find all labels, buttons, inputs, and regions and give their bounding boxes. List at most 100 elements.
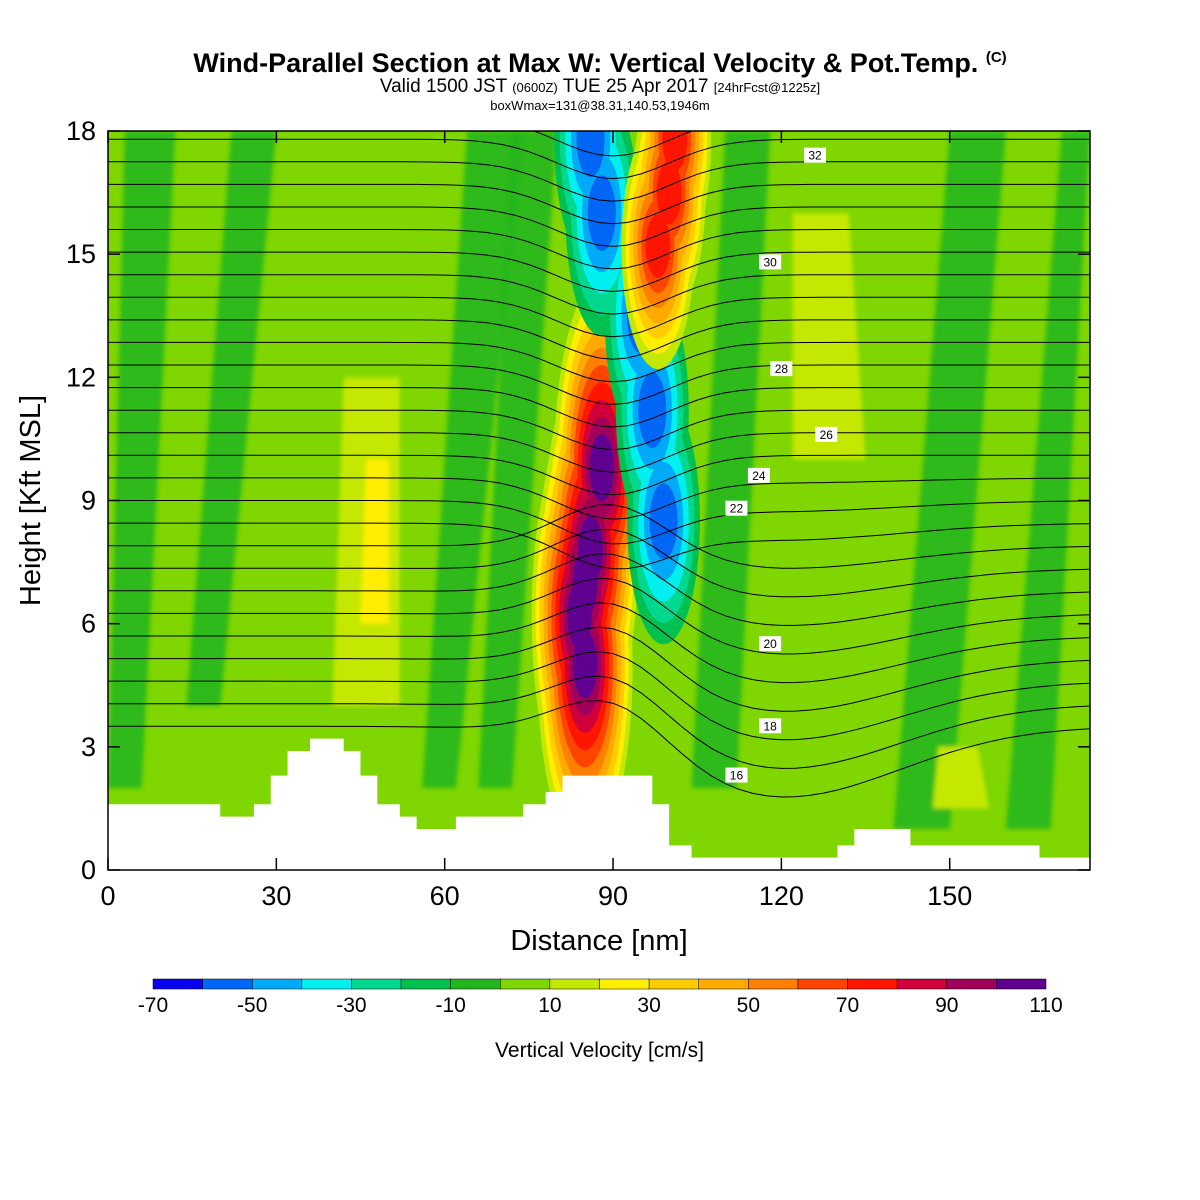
colorbar-swatch	[549, 978, 600, 990]
isentrope-label-box	[759, 254, 782, 270]
x-tick-label: 30	[261, 881, 291, 911]
x-tick-label: 60	[430, 881, 460, 911]
colorbar-title: Vertical Velocity [cm/s]	[495, 1039, 704, 1062]
series-mark	[589, 433, 615, 502]
isentrope-label: 28	[775, 362, 789, 376]
isentrope-line	[108, 161, 1090, 202]
series-mark	[587, 175, 616, 251]
isentrope-line	[108, 138, 1090, 180]
isentrope-label: 26	[820, 428, 834, 442]
series-upper-updraft	[621, 131, 712, 370]
isentrope-line	[108, 183, 1090, 225]
colorbar-tick-label: 110	[1029, 994, 1062, 1017]
colorbar-swatch	[202, 978, 253, 990]
y-tick-label: 12	[66, 362, 96, 392]
colorbar-swatch	[351, 978, 402, 990]
isentrope-line	[532, 131, 694, 157]
colorbar-swatch	[400, 978, 451, 990]
series-mark	[576, 131, 605, 177]
isentrope-label-box	[747, 467, 770, 483]
isentrope-label-box	[770, 361, 793, 377]
series-mark	[649, 483, 678, 559]
isentrope-line	[108, 602, 1090, 684]
isentrope-line	[108, 364, 1090, 405]
isentrope-line	[108, 675, 1090, 769]
isentrope-line	[108, 409, 1090, 451]
colorbar-tick-label: -10	[435, 994, 465, 1017]
isentrope-label-box	[759, 636, 782, 652]
isentrope-line	[108, 651, 1090, 741]
isentrope-line	[108, 206, 1090, 247]
colorbar-tick-label: 10	[538, 994, 561, 1017]
valid-time: Valid 1500 JST (0600Z) TUE 25 Apr 2017 […	[0, 77, 1200, 98]
series-mark	[572, 631, 598, 699]
isentrope-label: 24	[752, 469, 766, 483]
isentrope-line	[108, 274, 1090, 315]
colorbar-swatch	[450, 978, 501, 990]
terrain	[108, 738, 1090, 870]
box-info: boxWmax=131@38.31,140.53,1946m	[490, 98, 710, 113]
y-tick-label: 9	[81, 486, 96, 516]
colorbar-swatch	[500, 978, 551, 990]
isentrope-line	[108, 454, 1090, 496]
y-tick-label: 6	[81, 609, 96, 639]
colorbar-tick-label: 70	[836, 994, 859, 1017]
isentropes	[108, 131, 1090, 798]
chart-title: Wind-Parallel Section at Max W: Vertical…	[0, 44, 1200, 77]
series-mark	[578, 516, 603, 584]
field-band	[478, 131, 557, 788]
series-mark	[638, 372, 667, 448]
colorbar-swatch	[301, 978, 352, 990]
isentrope-line	[108, 229, 1090, 270]
isentrope-line	[108, 341, 1090, 383]
field-band	[422, 131, 524, 788]
colorbar-swatch	[896, 978, 948, 990]
colorbar-swatch	[648, 978, 699, 990]
isentrope-label: 30	[763, 255, 777, 269]
colorbar-tick-label: -50	[237, 994, 267, 1017]
forecast-info: [24hrFcst@1225z]	[713, 80, 821, 95]
colorbar-swatch	[946, 978, 997, 990]
valid-prefix: Valid 1500 JST	[379, 76, 507, 97]
series-mark	[645, 214, 671, 278]
axes: 0 30 60 90 120 150 0 3 6 9 12 15 18 Distance [nm] Heig…	[15, 116, 1091, 957]
isentrope-line	[108, 432, 1090, 473]
isentrope-line	[108, 387, 1090, 428]
colorbar-tick-label: 50	[737, 994, 760, 1017]
isentrope-line	[108, 528, 1090, 598]
isentrope-label-box	[725, 500, 748, 516]
colorbar-swatch	[251, 978, 303, 990]
x-tick-label: 150	[927, 881, 972, 911]
isentrope-line	[108, 296, 1090, 338]
isentrope-label: 18	[763, 719, 777, 733]
isentrope-line	[108, 477, 1090, 520]
y-axis-title: Height [Kft MSL]	[15, 395, 47, 606]
title-block: Wind-Parallel Section at Max W: Vertical…	[0, 44, 1200, 113]
series-updraft	[531, 278, 650, 854]
colorbar-swatch	[996, 978, 1047, 990]
chart-title-text: Wind-Parallel Section at Max W: Vertical…	[193, 48, 979, 78]
isentrope-label-box	[759, 718, 782, 734]
colorbar: -70 -50 -30 -10 10 30 50 70 90 110 Vertical Veloci…	[138, 978, 1063, 1062]
isentrope-line	[108, 319, 1090, 360]
y-tick-label: 0	[81, 855, 96, 885]
plot-area: 16 18 20 22 24 26 28 30 32	[108, 131, 1090, 870]
colorbar-tick-label: -70	[138, 994, 168, 1017]
isentrope-line	[108, 504, 1090, 569]
isentrope-line	[108, 522, 1090, 570]
isentrope-label-box	[804, 147, 827, 163]
y-tick-label: 18	[66, 116, 96, 146]
colorbar-swatch	[152, 978, 203, 990]
isentrope-line	[108, 577, 1090, 655]
y-tick-label: 3	[81, 732, 96, 762]
isentrope-line	[108, 700, 1090, 798]
field-band	[932, 746, 989, 809]
series-mark	[662, 131, 688, 171]
colorbar-tick-label: 90	[935, 994, 958, 1017]
x-tick-label: 0	[100, 881, 115, 911]
isentrope-label: 20	[763, 637, 777, 651]
field-band	[1005, 131, 1090, 829]
valid-utc: (0600Z)	[512, 80, 558, 95]
isentrope-line	[108, 251, 1090, 293]
